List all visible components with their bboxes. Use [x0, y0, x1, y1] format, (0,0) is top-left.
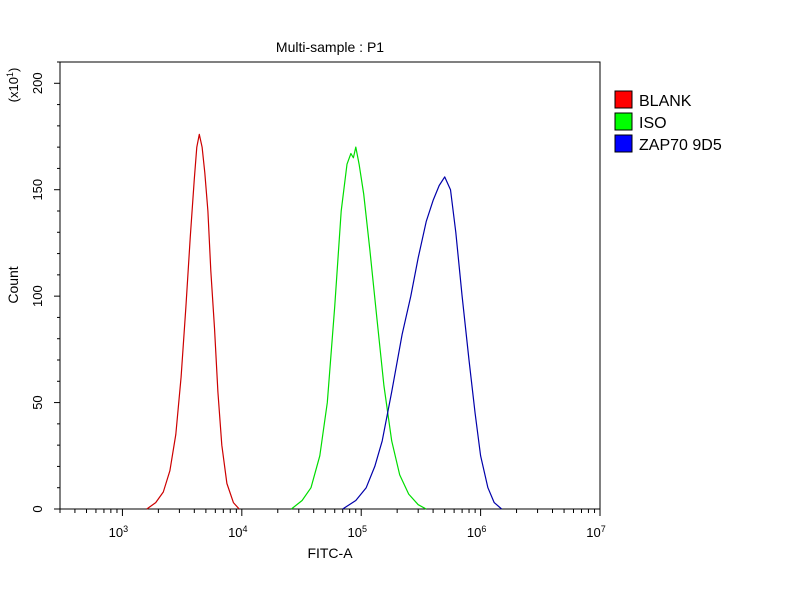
legend: BLANK ISO ZAP70 9D5 [614, 90, 722, 154]
y-tick-label: 100 [30, 285, 45, 307]
y-axis-label: Count [5, 266, 21, 303]
series-line-zap70-9d5 [342, 176, 502, 510]
chart-title: Multi-sample : P1 [276, 39, 384, 55]
x-tick-label: 104 [228, 524, 247, 540]
x-axis-label: FITC-A [307, 545, 353, 561]
legend-label: ZAP70 9D5 [639, 137, 722, 154]
legend-swatch [614, 112, 633, 131]
x-tick-label: 107 [586, 524, 605, 540]
y-tick-label: 200 [30, 72, 45, 94]
x-tick-label: 103 [109, 524, 128, 540]
legend-label: BLANK [639, 93, 692, 110]
x-axis: 103 104 105 106 107 [59, 509, 606, 540]
series-line-iso [291, 146, 427, 510]
plot-area [146, 133, 502, 510]
plot-frame [59, 61, 601, 510]
y-tick-label: 0 [30, 505, 45, 512]
x-tick-label: 105 [347, 524, 366, 540]
legend-swatch [614, 90, 633, 109]
x-tick-label: 106 [467, 524, 486, 540]
y-tick-label: 150 [30, 179, 45, 201]
series-line-blank [146, 133, 240, 510]
legend-label: ISO [639, 115, 667, 132]
y-tick-label: 50 [30, 395, 45, 409]
y-multiplier-label: (x101) [5, 68, 21, 103]
legend-swatch [614, 134, 633, 153]
y-axis: 0 50 100 150 200 [30, 61, 60, 513]
